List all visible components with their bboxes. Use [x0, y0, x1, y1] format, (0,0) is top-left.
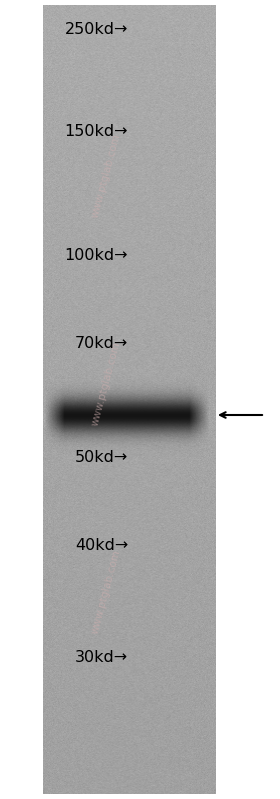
Text: 40kd→: 40kd→ — [75, 538, 128, 552]
Text: 150kd→: 150kd→ — [64, 125, 128, 140]
Text: www.ptglab.com: www.ptglab.com — [90, 340, 122, 427]
Text: www.ptglab.com: www.ptglab.com — [90, 548, 122, 634]
Text: 50kd→: 50kd→ — [75, 451, 128, 466]
Text: www.ptglab.com: www.ptglab.com — [90, 133, 122, 219]
Text: 250kd→: 250kd→ — [65, 22, 128, 38]
Text: 100kd→: 100kd→ — [64, 248, 128, 263]
Text: 70kd→: 70kd→ — [75, 336, 128, 352]
Text: 30kd→: 30kd→ — [75, 650, 128, 665]
